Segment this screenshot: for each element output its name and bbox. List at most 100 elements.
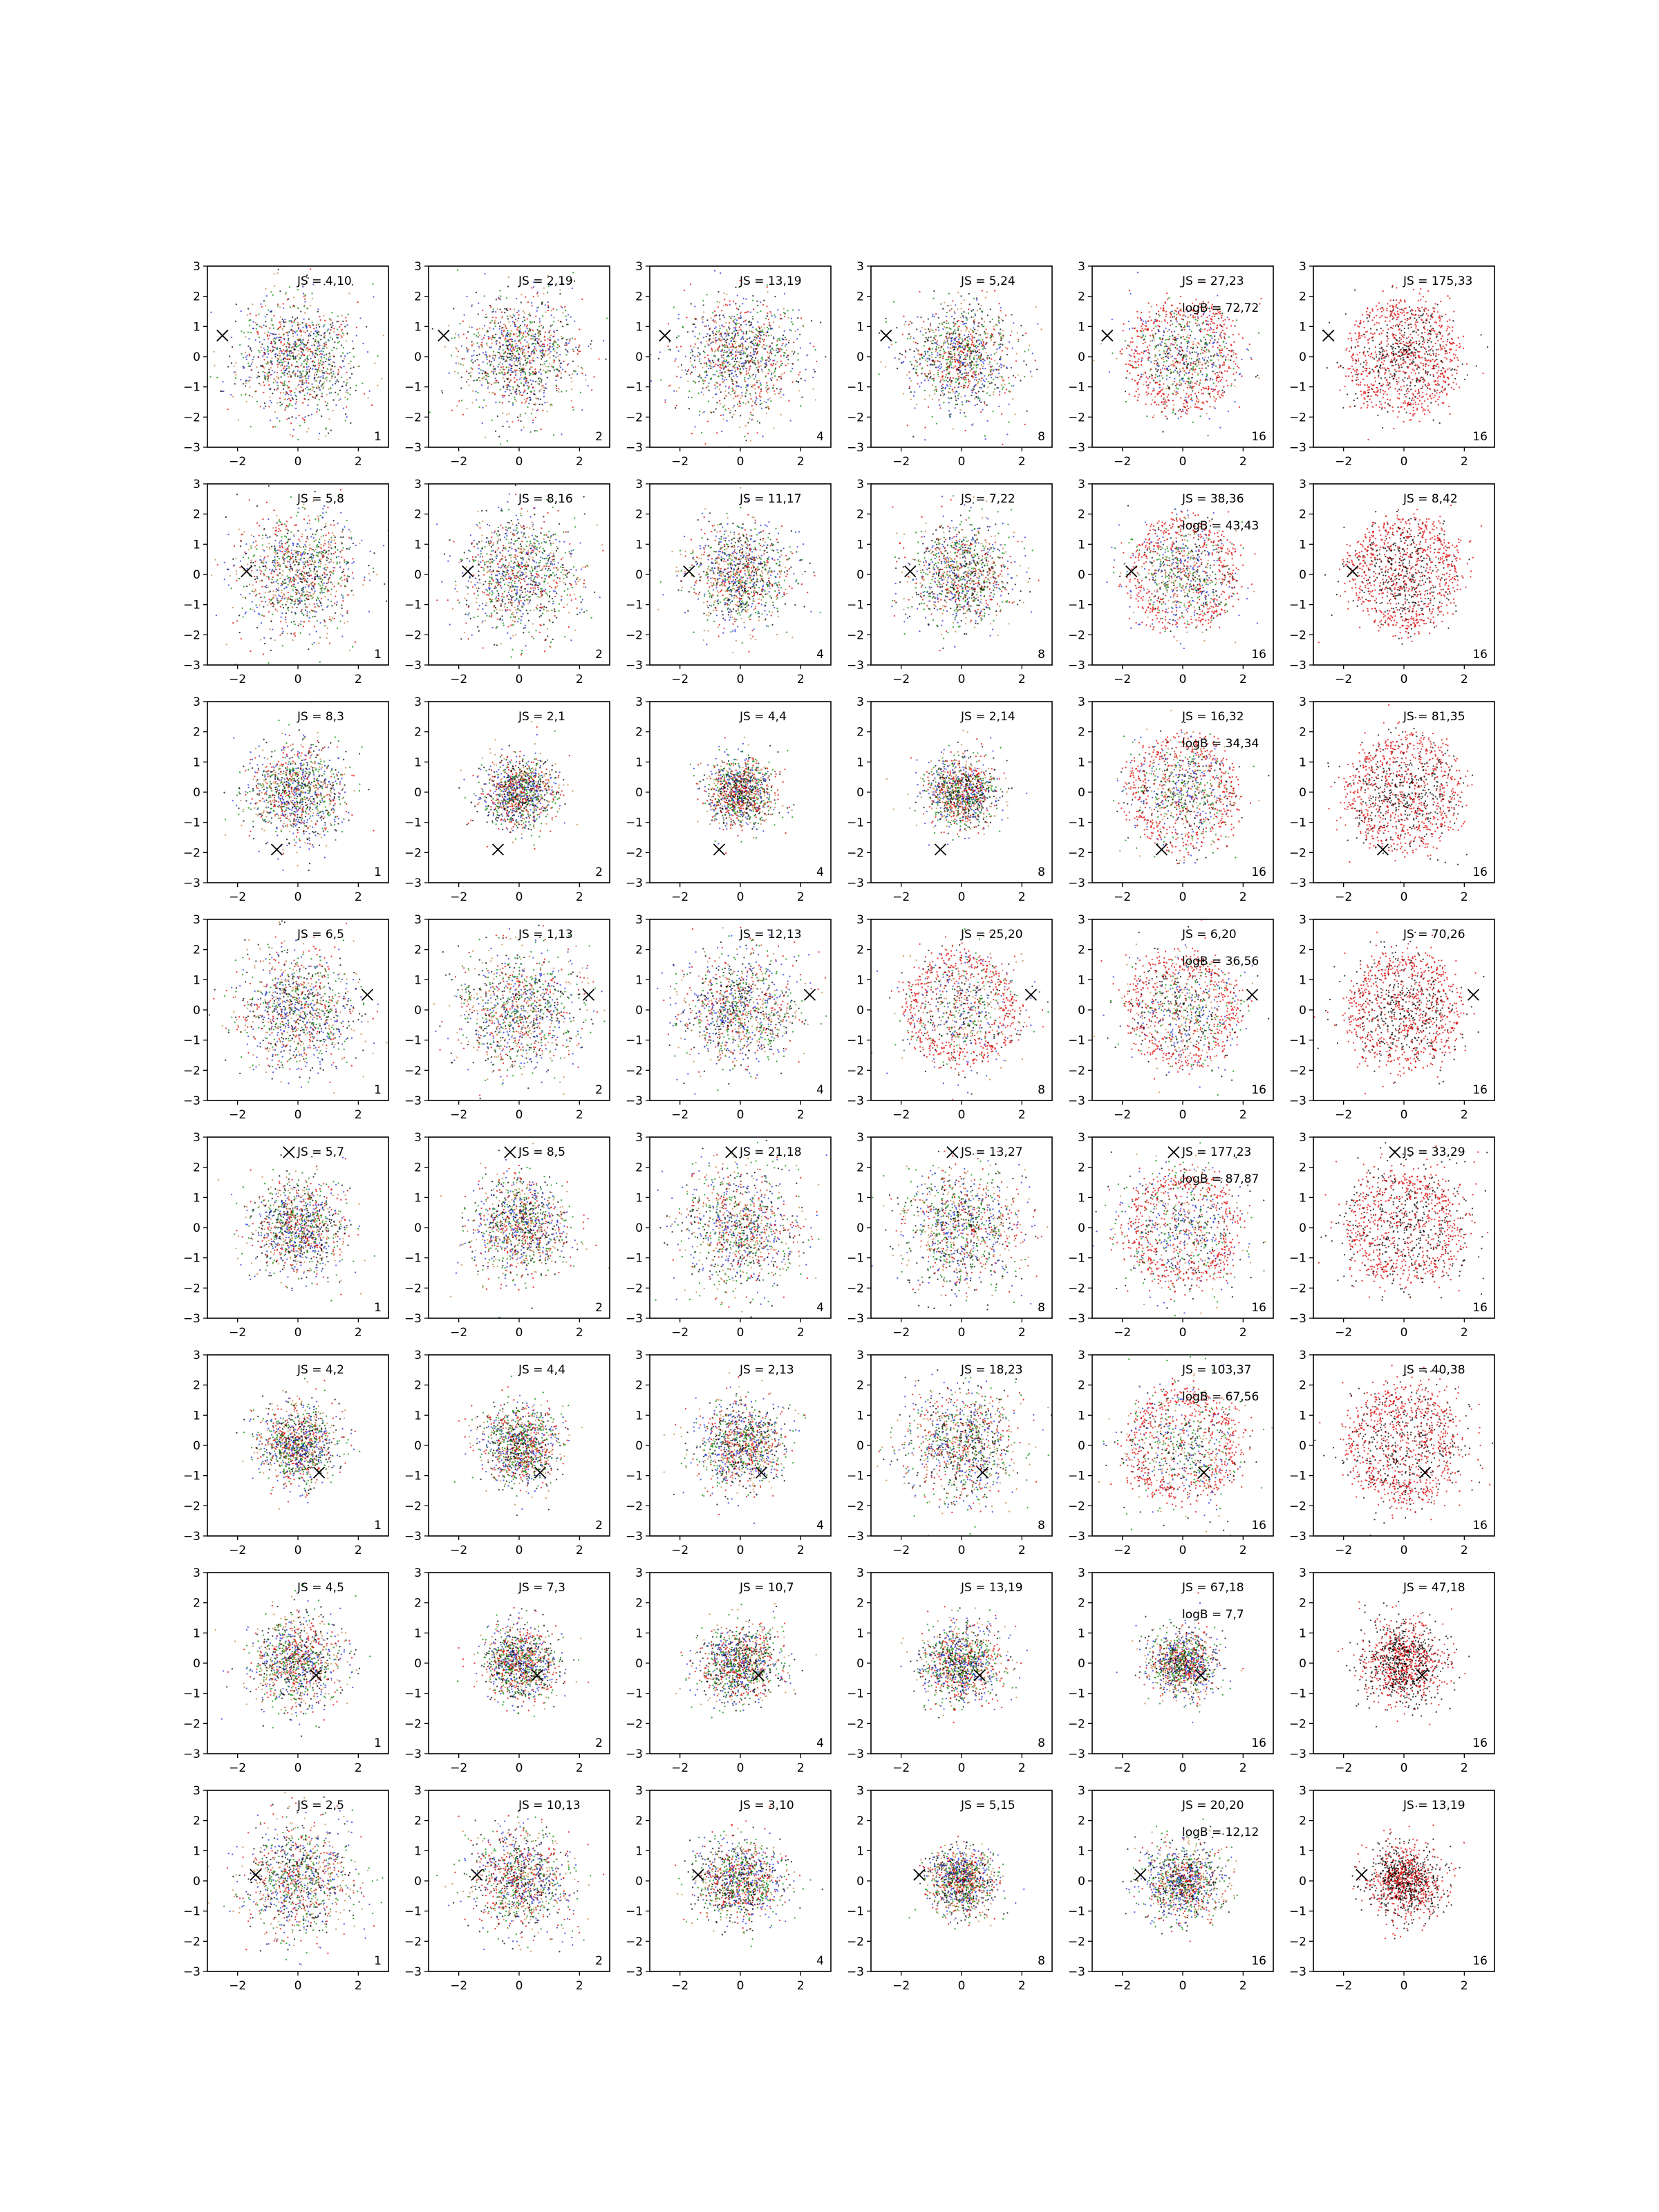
scatter-point <box>950 315 953 318</box>
scatter-point <box>305 324 307 326</box>
scatter-point <box>534 430 536 432</box>
scatter-point <box>524 402 526 404</box>
scatter-point <box>458 334 460 336</box>
scatter-point <box>527 343 529 345</box>
scatter-point <box>727 355 729 357</box>
scatter-point <box>1257 374 1259 377</box>
scatter-point <box>463 357 465 360</box>
scatter-point <box>723 350 726 352</box>
scatter-point <box>667 323 670 325</box>
scatter-point <box>561 335 563 338</box>
scatter-point <box>283 307 285 309</box>
scatter-point <box>270 343 273 345</box>
scatter-point <box>513 357 515 359</box>
scatter-point <box>280 337 283 339</box>
scatter-point <box>935 335 938 337</box>
scatter-point <box>1163 398 1165 400</box>
scatter-point <box>519 391 522 393</box>
scatter-point <box>460 363 462 366</box>
scatter-point <box>740 315 742 317</box>
scatter-point <box>650 380 653 382</box>
scatter-point <box>771 342 773 344</box>
scatter-point <box>973 379 976 381</box>
scatter-point <box>498 322 500 324</box>
scatter-point <box>478 328 480 330</box>
scatter-point <box>341 332 344 335</box>
scatter-point <box>294 373 297 375</box>
scatter-point <box>733 340 735 343</box>
scatter-point <box>762 371 764 373</box>
scatter-point <box>553 360 556 362</box>
scatter-point <box>1037 323 1039 325</box>
scatter-point <box>320 385 322 387</box>
scatter-point <box>502 396 504 398</box>
scatter-point <box>333 362 335 364</box>
x-marker <box>438 329 450 342</box>
scatter-point <box>765 335 767 337</box>
scatter-point <box>525 412 527 415</box>
scatter-point <box>302 390 304 392</box>
scatter-point <box>983 346 985 348</box>
scatter-point <box>1161 341 1163 343</box>
scatter-point <box>530 413 533 415</box>
scatter-point <box>377 384 379 386</box>
scatter-point <box>1023 360 1025 362</box>
scatter-point <box>312 386 315 388</box>
scatter-point <box>557 339 559 341</box>
scatter-point <box>340 335 342 337</box>
scatter-point <box>550 403 552 406</box>
scatter-point <box>317 341 320 344</box>
scatter-point <box>301 341 303 344</box>
scatter-point <box>526 341 528 344</box>
scatter-point <box>501 344 504 346</box>
scatter-point <box>506 335 508 337</box>
scatter-point <box>962 358 965 361</box>
scatter-point <box>1182 410 1184 413</box>
scatter-point <box>319 347 321 350</box>
scatter-point <box>929 323 932 325</box>
scatter-point <box>491 342 493 344</box>
scatter-point <box>273 337 275 339</box>
scatter-point <box>1141 351 1143 353</box>
x-marker <box>659 329 671 342</box>
scatter-point <box>312 354 314 356</box>
scatter-point <box>1165 345 1168 347</box>
scatter-point <box>946 368 949 370</box>
scatter-point <box>350 422 352 424</box>
scatter-point <box>288 381 290 383</box>
scatter-point <box>262 355 264 357</box>
scatter-point <box>532 337 534 340</box>
scatter-point <box>913 365 916 367</box>
scatter-point <box>739 351 741 353</box>
scatter-point <box>972 330 974 332</box>
scatter-point <box>924 379 926 382</box>
scatter-point <box>948 327 950 329</box>
scatter-point <box>968 350 971 353</box>
scatter-point <box>281 350 283 353</box>
scatter-point <box>707 325 710 327</box>
scatter-point <box>542 364 544 366</box>
scatter-point <box>241 353 243 355</box>
scatter-point <box>289 376 292 379</box>
scatter-point <box>780 317 782 320</box>
scatter-point <box>966 364 968 366</box>
scatter-point <box>306 379 308 382</box>
scatter-point <box>767 373 769 375</box>
scatter-point <box>715 349 717 351</box>
scatter-point <box>324 283 326 285</box>
scatter-point <box>514 381 516 384</box>
scatter-point <box>999 346 1001 348</box>
scatter-point <box>704 351 706 354</box>
scatter-point <box>320 395 323 397</box>
scatter-point <box>938 357 941 359</box>
scatter-point <box>977 397 979 400</box>
scatter-point <box>964 345 967 347</box>
scatter-point <box>928 348 930 350</box>
scatter-point <box>769 370 771 372</box>
scatter-point <box>282 359 285 361</box>
scatter-point <box>734 371 736 373</box>
scatter-point <box>715 370 718 373</box>
scatter-point <box>296 330 298 332</box>
scatter-point <box>498 348 500 350</box>
scatter-point <box>571 287 574 290</box>
